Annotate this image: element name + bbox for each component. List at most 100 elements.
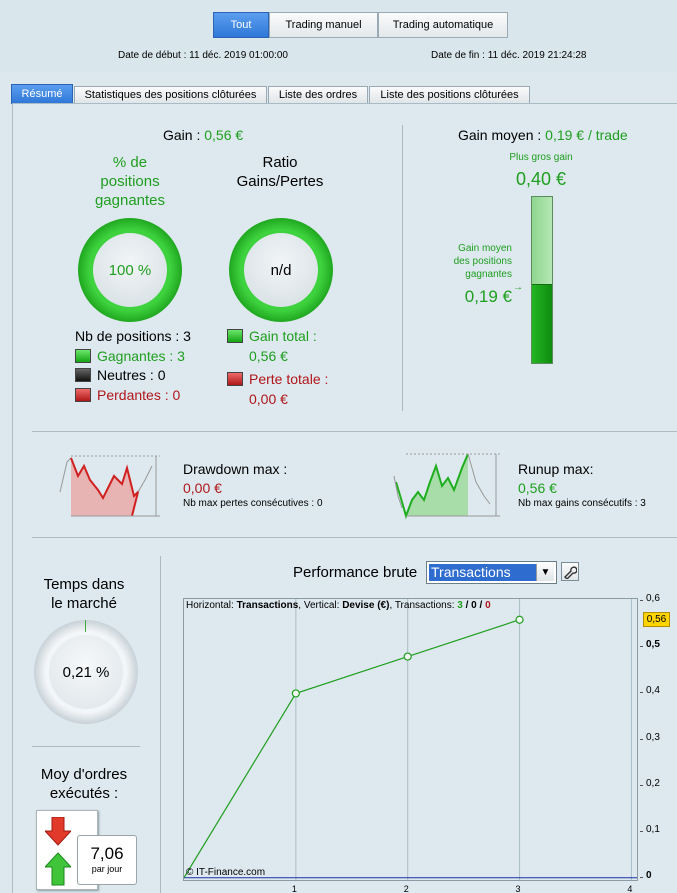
performance-chart[interactable]: Horizontal: Transactions, Vertical: Devi…: [183, 598, 638, 881]
series-point: [291, 689, 300, 698]
orders-unit: par jour: [91, 864, 123, 874]
avg-gain-gauge: [531, 196, 553, 364]
biggest-gain-label: Plus gros gain: [509, 152, 573, 163]
wrench-icon[interactable]: [561, 562, 579, 581]
x-tick-label: 2: [403, 884, 409, 893]
current-value-badge: 0,56: [643, 611, 670, 627]
end-date-value: 11 déc. 2019 21:24:28: [487, 50, 587, 61]
legend-sep2: /: [476, 600, 486, 611]
time-in-market-title-2: le marché: [51, 595, 117, 612]
y-tick-label: 0,2: [646, 777, 660, 789]
chart-x-axis: 1 2 3 4: [183, 881, 638, 893]
gain-total-value: 0,56 €: [249, 347, 288, 364]
biggest-gain-value: 0,40 €: [515, 169, 567, 189]
gain-total-swatch: [227, 329, 243, 343]
runup-label: Runup max:: [518, 461, 594, 477]
chart-watermark: © IT-Finance.com: [186, 867, 266, 878]
y-tick-label: 0,3: [646, 731, 660, 743]
filter-auto-button[interactable]: Trading automatique: [378, 12, 508, 38]
divider-vertical: [402, 125, 403, 411]
time-in-market-value: 0,21 %: [49, 635, 123, 709]
winning-title-1: % de: [112, 154, 148, 171]
divider-vertical-2: [160, 556, 161, 893]
performance-select-value: Transactions: [429, 564, 536, 581]
positions-breakdown: Nb de positions : 3 Gagnantes : 3 Neutre…: [75, 327, 191, 405]
gain-value: 0,56 €: [204, 127, 244, 143]
series-point: [515, 615, 524, 624]
ratio-title: Ratio Gains/Pertes: [222, 153, 338, 191]
legend-mid: , Vertical:: [298, 600, 343, 611]
tab-resume[interactable]: Résumé: [11, 84, 73, 104]
ratio-ring: n/d: [229, 218, 333, 322]
winning-title: % de positions gagnantes: [80, 153, 180, 210]
runup-chart-icon: [393, 453, 500, 520]
avg-gain-label: Gain moyen :: [458, 127, 542, 143]
y-tick: [640, 692, 643, 694]
avg-win-label: Gain moyen des positions gagnantes: [436, 242, 512, 281]
divider-2: [32, 537, 677, 538]
positions-total: Nb de positions : 3: [75, 328, 191, 344]
x-tick-label: 3: [515, 884, 521, 893]
gain-summary: Gain : 0,56 €: [163, 127, 243, 143]
gain-total-label: Gain total :: [249, 328, 317, 344]
chart-y-axis: 0,6 0,5 0,4 0,3 0,2 0,1 0 0,56: [640, 593, 677, 881]
orders-value-box: 7,06 par jour: [77, 835, 137, 885]
legend-wins: 3: [457, 600, 463, 611]
y-tick-label: 0,4: [646, 685, 660, 697]
start-date: Date de début : 11 déc. 2019 01:00:00: [118, 50, 288, 61]
legend-neutral: 0: [471, 600, 477, 611]
loss-total-swatch: [227, 372, 243, 386]
gain-label: Gain :: [163, 127, 201, 143]
avg-gain: Gain moyen : 0,19 € / trade: [458, 127, 628, 143]
x-tick-label: 4: [627, 884, 633, 893]
start-date-value: 11 déc. 2019 01:00:00: [189, 50, 288, 61]
chevron-down-icon[interactable]: ▼: [536, 564, 554, 581]
winning-value: 100 %: [93, 233, 167, 307]
legend-sep1: /: [462, 600, 472, 611]
series-point: [403, 652, 412, 661]
filter-all-button[interactable]: Tout: [213, 12, 269, 38]
ratio-title-2: Gains/Pertes: [236, 173, 324, 190]
y-tick: [640, 738, 643, 740]
y-tick: [640, 830, 643, 832]
legend-losses: 0: [485, 600, 491, 611]
avg-win-label-1: Gain moyen: [458, 243, 512, 254]
divider-1: [32, 431, 677, 432]
winning-title-2: positions: [100, 173, 160, 190]
ratio-title-1: Ratio: [262, 154, 298, 171]
divider-3: [32, 746, 140, 747]
performance-chart-svg: [184, 599, 637, 880]
runup-value: 0,56 €: [518, 480, 557, 496]
filter-manual-button[interactable]: Trading manuel: [269, 12, 378, 38]
end-date: Date de fin : 11 déc. 2019 21:24:28: [431, 50, 587, 61]
top-bar: Tout Trading manuel Trading automatique …: [0, 0, 677, 72]
drawdown-sub: Nb max pertes consécutives : 0: [183, 498, 323, 509]
buy-sell-arrows-icon: [45, 817, 71, 886]
loss-total-label: Perte totale :: [249, 371, 329, 387]
arrow-right-icon: →: [513, 282, 523, 293]
start-date-label: Date de début :: [118, 50, 187, 61]
positions-losers: Perdantes : 0: [97, 386, 181, 403]
tab-orders[interactable]: Liste des ordres: [268, 86, 368, 104]
y-tick-label: 0,1: [646, 823, 660, 835]
positions-neutral: Neutres : 0: [97, 367, 166, 383]
tab-closed-stats[interactable]: Statistiques des positions clôturées: [74, 86, 267, 104]
tab-closed-positions[interactable]: Liste des positions clôturées: [369, 86, 530, 104]
y-tick-label: 0: [646, 869, 652, 881]
avg-win-value: 0,19 €: [464, 287, 512, 306]
winners-swatch: [75, 348, 91, 363]
loss-total-value: 0,00 €: [249, 390, 288, 407]
time-in-market-ring: 0,21 %: [34, 620, 138, 724]
ratio-value: n/d: [244, 233, 318, 307]
time-in-market-title: Temps dans le marché: [28, 575, 140, 613]
avg-gain-value: 0,19 € / trade: [545, 127, 628, 143]
time-in-market-title-1: Temps dans: [43, 576, 125, 593]
chart-legend: Horizontal: Transactions, Vertical: Devi…: [186, 600, 491, 611]
orders-title: Moy d'ordres exécutés :: [28, 765, 140, 803]
legend-prefix: Horizontal:: [186, 600, 237, 611]
winning-ring: 100 %: [78, 218, 182, 322]
y-tick-label: 0,5: [646, 639, 660, 651]
performance-select[interactable]: Transactions ▼: [426, 561, 557, 584]
legend-mid2: , Transactions:: [389, 600, 458, 611]
losers-swatch: [75, 387, 91, 402]
